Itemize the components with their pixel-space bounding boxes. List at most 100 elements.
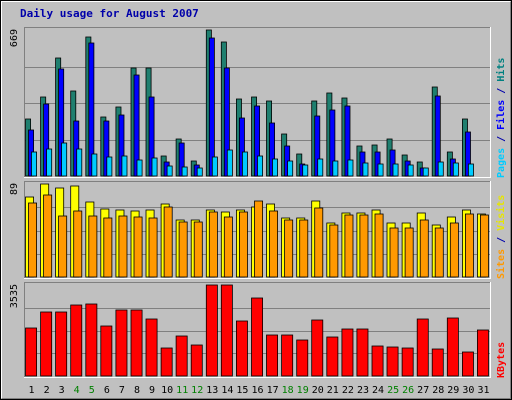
bar-sites-day-5	[88, 215, 98, 278]
bar-kbytes-day-21	[326, 336, 339, 377]
bar-kbytes-day-17	[266, 334, 279, 377]
x-tick-label: 1	[28, 385, 34, 396]
bar-files-day-7	[118, 114, 125, 177]
panel-visits-legend: Sites / Visits	[495, 195, 507, 279]
bar-pages-day-13	[211, 156, 218, 177]
bar-pages-day-24	[377, 163, 384, 177]
x-tick-label: 2	[44, 385, 50, 396]
bar-sites-day-10	[163, 206, 173, 278]
bar-files-day-22	[344, 105, 351, 177]
bar-sites-day-15	[238, 211, 248, 278]
bar-sites-day-21	[329, 224, 339, 278]
bar-sites-day-12	[193, 221, 203, 278]
bar-sites-day-7	[118, 215, 128, 278]
bar-sites-day-23	[359, 214, 369, 278]
bar-files-day-4	[73, 120, 80, 177]
bar-kbytes-day-15	[235, 320, 248, 377]
bar-kbytes-day-10	[160, 347, 173, 377]
bar-sites-day-1	[28, 202, 38, 278]
x-tick-label: 5	[89, 385, 95, 396]
bar-sites-day-20	[314, 207, 324, 278]
x-tick-label: 6	[104, 385, 110, 396]
bar-pages-day-6	[106, 156, 113, 177]
bar-pages-day-23	[362, 162, 369, 177]
bar-files-day-3	[58, 68, 65, 177]
bar-pages-day-4	[76, 148, 83, 177]
bar-files-day-14	[223, 67, 230, 177]
bar-kbytes-day-12	[190, 344, 203, 377]
bar-kbytes-day-28	[431, 348, 444, 377]
x-tick-label: 31	[477, 385, 489, 396]
legend-label: /	[496, 82, 507, 100]
bar-files-day-2	[43, 103, 50, 177]
bar-sites-day-26	[404, 227, 414, 278]
bar-files-day-20	[314, 115, 321, 177]
legend-label: Sites	[495, 249, 507, 279]
bar-pages-day-18	[287, 160, 294, 177]
x-tick-label: 3	[59, 385, 65, 396]
bar-pages-day-7	[121, 155, 128, 177]
bar-sites-day-19	[299, 219, 309, 278]
bar-sites-day-4	[73, 210, 83, 278]
bar-files-day-11	[178, 142, 185, 177]
bar-kbytes-day-13	[205, 284, 218, 377]
x-tick-label: 30	[462, 385, 474, 396]
bar-kbytes-day-3	[55, 311, 68, 377]
bar-sites-day-16	[254, 200, 264, 278]
bar-pages-day-26	[407, 164, 414, 177]
bar-files-day-5	[88, 42, 95, 177]
bar-pages-day-22	[347, 159, 354, 177]
legend-label: /	[496, 231, 507, 249]
bar-pages-day-28	[437, 161, 444, 177]
bar-files-day-6	[103, 120, 110, 177]
x-tick-label: 16	[251, 385, 263, 396]
y-max-label: 3535	[9, 284, 20, 308]
legend-label: Pages	[496, 148, 507, 178]
bar-pages-day-29	[452, 162, 459, 177]
bar-kbytes-day-7	[115, 309, 128, 377]
bar-sites-day-18	[284, 219, 294, 278]
legend-label: Files	[495, 100, 507, 130]
x-tick-label: 23	[357, 385, 369, 396]
x-tick-label: 27	[417, 385, 429, 396]
bar-sites-day-6	[103, 217, 113, 278]
bar-sites-day-27	[419, 219, 429, 278]
series-hits	[25, 29, 468, 177]
bar-pages-day-30	[467, 163, 474, 177]
bar-pages-day-21	[332, 160, 339, 177]
bar-files-day-21	[329, 109, 336, 177]
x-tick-label: 14	[221, 385, 233, 396]
legend-label: KBytes	[496, 342, 507, 378]
bar-files-day-25	[389, 149, 396, 177]
bar-files-day-9	[148, 96, 155, 177]
x-tick-label: 17	[267, 385, 279, 396]
bar-pages-day-10	[166, 165, 173, 177]
chart-title: Daily usage for August 2007	[20, 7, 199, 20]
bar-pages-day-25	[392, 163, 399, 177]
legend-label: Visits	[495, 195, 507, 231]
bar-kbytes-day-22	[341, 328, 354, 377]
bar-kbytes-day-5	[85, 303, 98, 377]
y-max-label: 89	[9, 183, 20, 195]
series-pages	[31, 142, 474, 177]
bar-sites-day-3	[58, 215, 68, 278]
bar-kbytes-day-1	[25, 327, 38, 377]
bar-files-day-17	[269, 122, 275, 177]
bar-sites-day-14	[223, 216, 233, 278]
bar-sites-day-9	[148, 217, 158, 278]
bar-pages-day-12	[196, 167, 203, 177]
bar-sites-day-8	[133, 216, 143, 278]
bar-kbytes-day-29	[446, 317, 459, 377]
bar-files-day-15	[238, 117, 245, 177]
x-tick-label: 7	[119, 385, 125, 396]
x-tick-label: 26	[402, 385, 414, 396]
bar-pages-day-27	[422, 167, 429, 177]
x-tick-label: 19	[297, 385, 309, 396]
x-tick-label: 21	[327, 385, 339, 396]
x-axis-labels: 1 2 3 4 5 6 7 8 9 10 11 12 13 14 15 16 17 18 19 20 21 22 23 24 2…	[28, 385, 489, 396]
bar-pages-day-8	[136, 159, 143, 177]
bar-files-day-30	[464, 131, 471, 177]
bar-kbytes-day-18	[281, 334, 294, 377]
x-tick-label: 13	[206, 385, 218, 396]
